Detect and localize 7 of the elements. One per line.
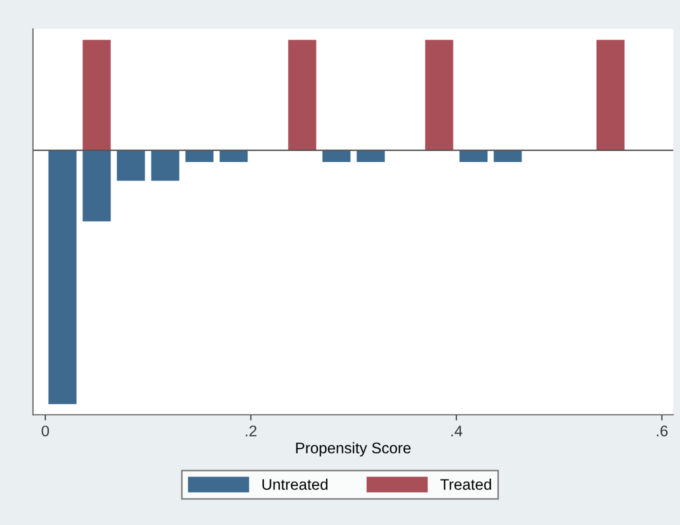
x-tick-label: .2	[246, 426, 256, 436]
x-axis-title: Propensity Score	[296, 442, 411, 456]
legend-label: Untreated	[262, 478, 328, 490]
x-tick-label: .6	[656, 426, 668, 436]
x-tick-label: 0	[42, 426, 49, 436]
x-tick-label: .4	[451, 426, 462, 436]
legend-label: Treated	[440, 478, 492, 490]
